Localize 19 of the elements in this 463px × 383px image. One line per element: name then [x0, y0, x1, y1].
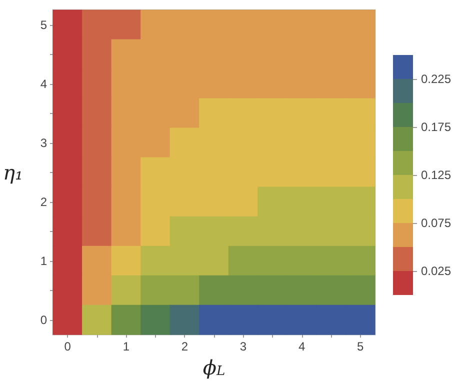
y-tick-label: 5	[40, 18, 48, 32]
x-tick-label: 5	[357, 340, 364, 354]
y-tick-label: 3	[40, 136, 48, 150]
y-axis-title: η₁	[3, 160, 23, 184]
color-bar-label: 0.125	[421, 168, 452, 182]
x-tick-label: 1	[122, 340, 130, 354]
y-tick-label: 4	[40, 76, 48, 91]
x-axis-title: ϕL	[202, 356, 226, 380]
y-tick-label: 1	[40, 254, 48, 268]
x-tick-label: 3	[240, 340, 247, 354]
color-bar-label: 0.175	[421, 120, 452, 134]
x-tick-label: 0	[64, 340, 72, 354]
y-tick-label: 2	[40, 194, 48, 209]
color-bar-label: 0.025	[421, 264, 452, 278]
y-tick-label: 0	[40, 312, 48, 327]
color-bar-label: 0.075	[421, 216, 452, 230]
color-bar-label: 0.225	[421, 72, 452, 86]
x-tick-label: 4	[298, 340, 306, 354]
x-tick-label: 2	[181, 340, 188, 354]
